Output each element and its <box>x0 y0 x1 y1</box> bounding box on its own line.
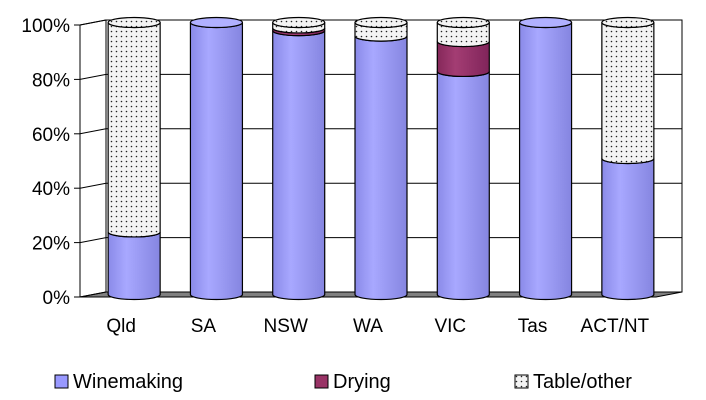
y-tick-label: 20% <box>32 234 70 255</box>
gridline-side <box>79 128 107 135</box>
bar-segment-table-other <box>107 22 161 238</box>
bar-segment-winemaking <box>436 71 490 301</box>
y-tick-label: 100% <box>21 16 70 37</box>
bar-group <box>354 16 408 301</box>
legend-item: Drying <box>314 371 391 393</box>
bar-group <box>518 16 573 301</box>
gridline-side <box>79 237 107 244</box>
gridline-side <box>79 73 107 80</box>
legend-swatch <box>314 374 329 389</box>
legend-item: Winemaking <box>54 371 183 393</box>
bar-top <box>601 16 655 29</box>
x-tick-label: NSW <box>264 316 308 337</box>
bar-group <box>436 16 490 301</box>
bar-segment-winemaking <box>272 30 326 301</box>
bar-segment-winemaking <box>189 22 244 301</box>
bar-group <box>601 16 655 301</box>
y-tick-label: 60% <box>32 125 70 146</box>
legend-swatch <box>514 374 529 389</box>
bar-segment-winemaking <box>601 158 655 301</box>
gridline-side <box>79 182 107 189</box>
x-tick-label: VIC <box>434 316 466 337</box>
x-axis: Qld SA NSW WA VIC Tas ACT/NT <box>106 316 649 337</box>
x-tick-label: WA <box>353 316 383 337</box>
legend-label: Drying <box>333 371 391 393</box>
legend-label: Winemaking <box>73 371 183 393</box>
bar-group <box>272 16 326 301</box>
bar-top <box>189 16 244 29</box>
bars <box>107 16 655 301</box>
bar-segment-winemaking <box>107 231 161 301</box>
bar-top <box>436 16 490 29</box>
y-axis: 0% 20% 40% 60% 80% 100% <box>21 16 80 309</box>
bar-top <box>354 16 408 29</box>
y-tick-label: 40% <box>32 179 70 200</box>
gridline-side <box>79 19 107 26</box>
gridline-side <box>79 291 107 298</box>
legend: Winemaking Drying Table/other <box>54 371 632 393</box>
bar-segment-table-other <box>601 22 655 165</box>
x-tick-label: Tas <box>518 316 548 337</box>
x-tick-label: SA <box>191 316 217 337</box>
legend-item: Table/other <box>514 371 632 393</box>
x-tick-label: ACT/NT <box>581 316 650 337</box>
bar-group <box>189 16 244 301</box>
bar-top <box>107 16 161 29</box>
bar-segment-winemaking <box>354 35 408 301</box>
bar-group <box>107 16 161 301</box>
bar-segment-winemaking <box>518 22 573 301</box>
legend-swatch <box>54 374 69 389</box>
bar-top <box>518 16 573 29</box>
legend-label: Table/other <box>533 371 632 393</box>
y-tick-label: 80% <box>32 70 70 91</box>
bar-top <box>272 16 326 29</box>
y-tick-label: 0% <box>43 288 71 309</box>
x-tick-label: Qld <box>106 316 136 337</box>
